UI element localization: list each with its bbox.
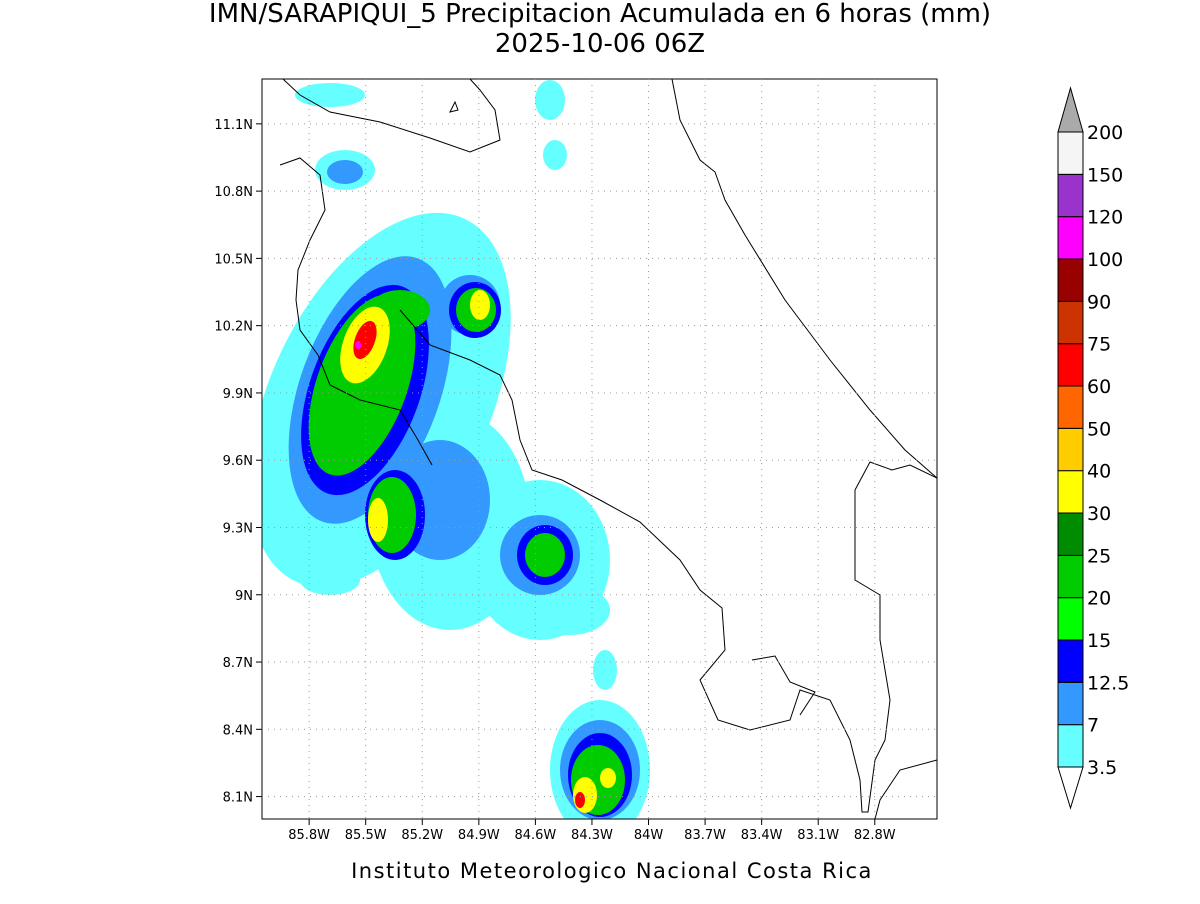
colorbar-box: [1057, 724, 1084, 768]
colorbar-label: 30: [1087, 503, 1111, 525]
y-tick-label: 10.2N: [214, 320, 253, 335]
colorbar-label: 150: [1087, 164, 1123, 186]
colorbar-label: 200: [1087, 122, 1123, 144]
colorbar-label: 7: [1087, 715, 1099, 737]
colorbar-label: 3.5: [1087, 757, 1117, 779]
x-tick-label: 83.1W: [797, 828, 839, 843]
subtitle: 2025-10-06 06Z: [495, 29, 705, 59]
y-tick-label: 9.6N: [223, 454, 253, 469]
colorbar-label: 25: [1087, 545, 1111, 567]
colorbar-box: [1057, 554, 1084, 599]
colorbar-under: [1057, 766, 1084, 810]
x-tick-label: 82.8W: [854, 828, 896, 843]
title: IMN/SARAPIQUI_5 Precipitacion Acumulada …: [209, 0, 991, 29]
coastline: [279, 79, 937, 819]
y-tick-label: 10.5N: [214, 252, 253, 267]
y-tick-label: 11.1N: [214, 118, 253, 133]
colorbar-label: 90: [1087, 291, 1111, 313]
y-tick-label: 8.1N: [223, 791, 253, 806]
colorbar-label: 20: [1087, 588, 1111, 610]
x-tick-label: 83.4W: [741, 828, 783, 843]
y-tick-label: 10.8N: [214, 185, 253, 200]
colorbar-label: 100: [1087, 249, 1123, 271]
y-tick-label: 9.3N: [223, 521, 253, 536]
colorbar-box: [1057, 343, 1084, 387]
colorbar-box: [1057, 173, 1084, 218]
y-tick-label: 9N: [235, 589, 253, 604]
y-tick-label: 8.7N: [223, 656, 253, 671]
x-tick-label: 85.2W: [401, 828, 443, 843]
colorbar-box: [1057, 681, 1084, 726]
y-tick-label: 8.4N: [223, 723, 253, 738]
colorbar-box: [1057, 597, 1084, 641]
colorbar-box: [1057, 258, 1084, 302]
colorbar-label: 40: [1087, 461, 1111, 483]
x-tick-label: 84.3W: [571, 828, 613, 843]
colorbar-label: 12.5: [1087, 672, 1129, 694]
colorbar-label: 60: [1087, 376, 1111, 398]
x-tick-label: 84.6W: [514, 828, 556, 843]
x-tick-label: 84.9W: [458, 828, 500, 843]
colorbar-box: [1057, 470, 1084, 514]
x-tick-label: 84W: [634, 828, 664, 843]
colorbar-box: [1057, 427, 1084, 472]
colorbar-box: [1057, 300, 1084, 345]
x-tick-label: 85.5W: [345, 828, 387, 843]
colorbar-box: [1057, 131, 1084, 175]
footer: Instituto Meteorologico Nacional Costa R…: [351, 859, 873, 883]
colorbar-box: [1057, 216, 1084, 260]
colorbar-box: [1057, 512, 1084, 556]
colorbar-box: [1057, 639, 1084, 683]
colorbar-box: [1057, 385, 1084, 429]
y-tick-label: 9.9N: [223, 387, 253, 402]
colorbar-label: 15: [1087, 630, 1111, 652]
colorbar-label: 120: [1087, 207, 1123, 229]
x-tick-label: 85.8W: [288, 828, 330, 843]
x-tick-label: 83.7W: [684, 828, 726, 843]
precip-field: [262, 80, 650, 819]
colorbar-label: 50: [1087, 418, 1111, 440]
map-frame: [261, 78, 938, 820]
colorbar-over: [1057, 86, 1084, 133]
colorbar-label: 75: [1087, 334, 1111, 356]
